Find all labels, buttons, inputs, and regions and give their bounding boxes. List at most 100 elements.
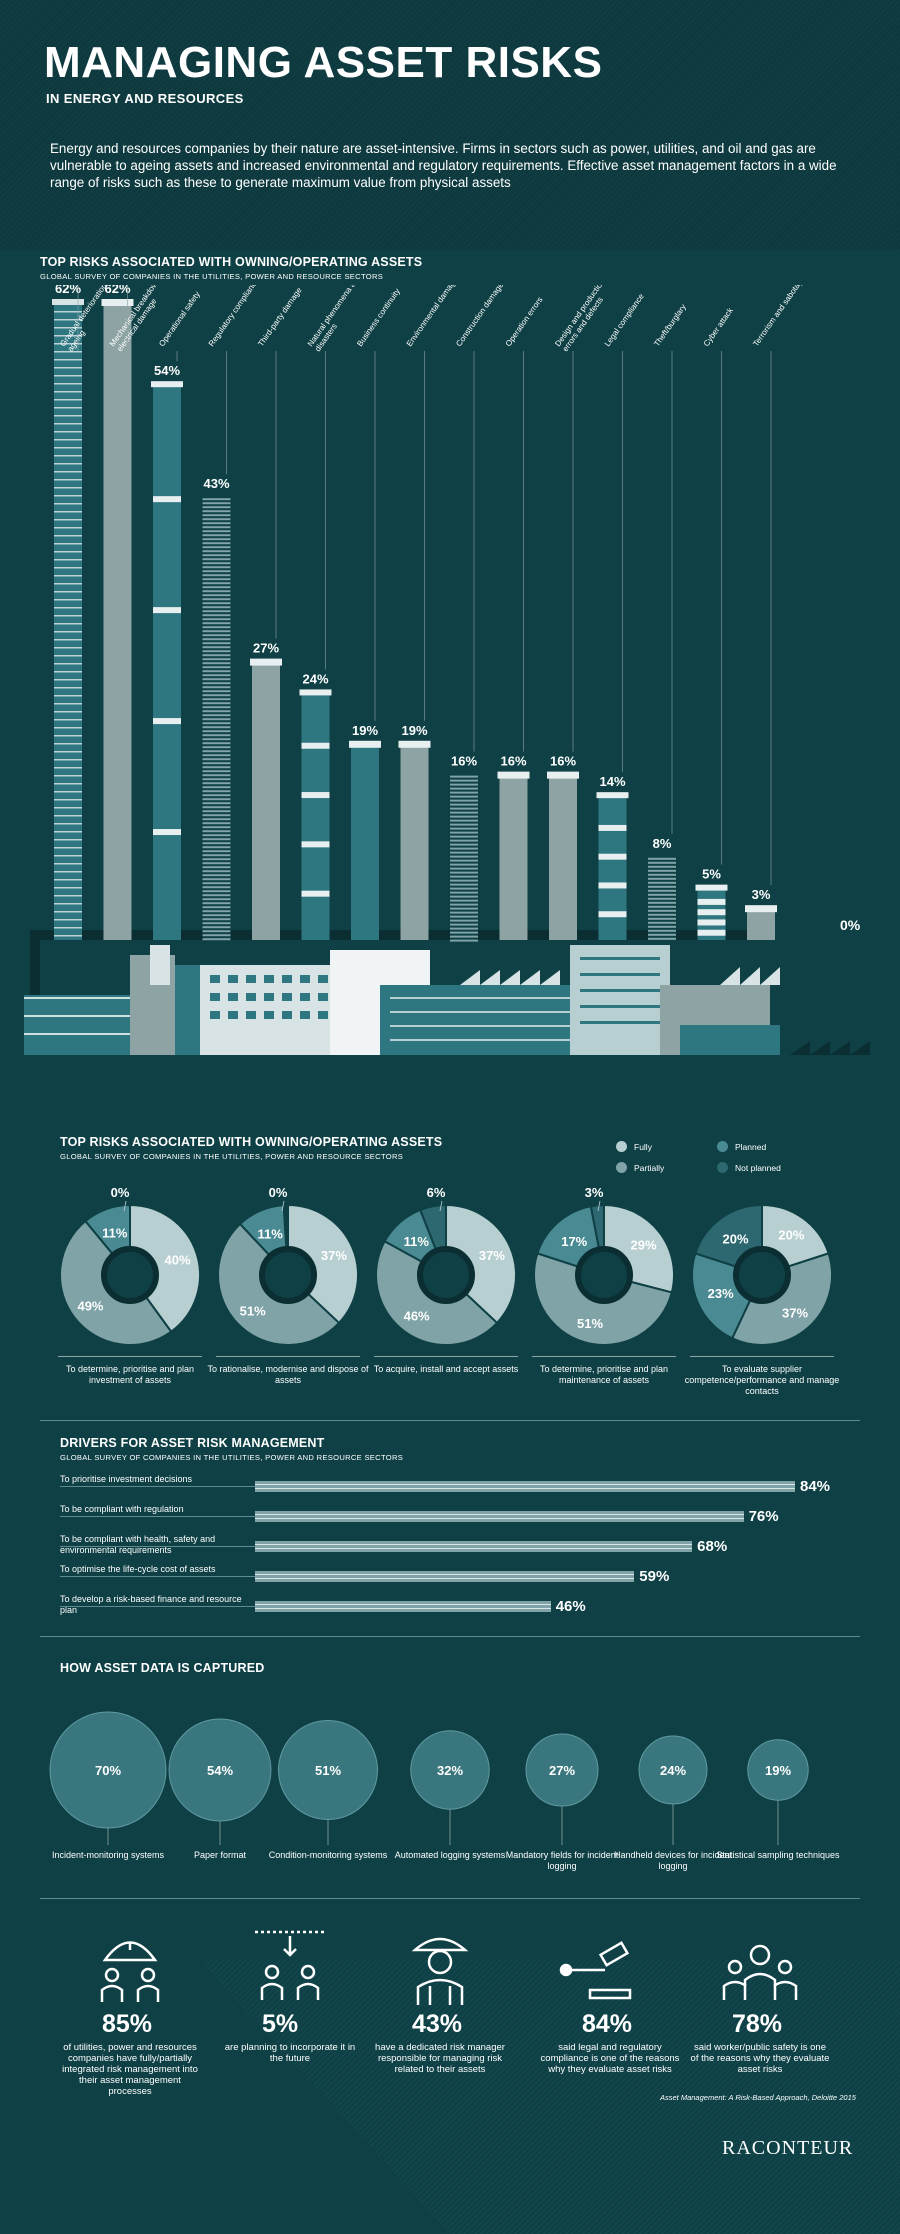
donut-slice-label: 20%	[723, 1232, 749, 1247]
stat-icons	[100, 1930, 798, 2005]
stat-value: 84%	[582, 2010, 633, 2038]
donut-caption-rule	[532, 1356, 676, 1357]
baseline-label: 0%	[840, 917, 861, 933]
chimney-value-label: 3%	[752, 887, 771, 902]
drivers-subtitle: GLOBAL SURVEY OF COMPANIES IN THE UTILIT…	[60, 1453, 404, 1462]
donut-chart: 40% 49% 11% 0%	[59, 1185, 201, 1346]
donut-slice-label: 37%	[321, 1248, 347, 1263]
chimney-bar	[299, 689, 332, 940]
chimney-chart: 62%Gradual deterioration/ageing62%Mechan…	[20, 285, 880, 1075]
donut-small-label: 0%	[269, 1185, 288, 1200]
stat-value: 5%	[262, 2010, 299, 2038]
stat-value: 78%	[732, 2010, 783, 2038]
bubble-caption: Condition-monitoring systems	[268, 1850, 388, 1860]
donut-chart: 20% 37% 23% 20%	[691, 1203, 833, 1346]
donut-slice-label: 40%	[165, 1253, 191, 1268]
chimney-value-label: 19%	[401, 723, 427, 738]
chimney-value-label: 27%	[253, 641, 279, 656]
chimney-value-label: 62%	[104, 285, 130, 296]
donut-slice	[129, 1203, 201, 1334]
donut-slice-label: 46%	[404, 1308, 430, 1323]
donut-slice	[730, 1252, 833, 1346]
chimney-category-label: Terrorism and sabotage	[751, 285, 807, 348]
chimney-chart-title: TOP RISKS ASSOCIATED WITH OWNING/OPERATI…	[40, 255, 423, 269]
chimney-bar	[202, 498, 231, 941]
donut-slice-label: 11%	[404, 1234, 430, 1249]
divider	[40, 1420, 860, 1421]
chimney-category-label: Construction damage	[454, 285, 505, 348]
driver-leader	[60, 1546, 255, 1547]
legend-swatch-partially	[616, 1162, 627, 1173]
bubble-caption: Mandatory fields for incident logging	[505, 1850, 619, 1871]
chimney-category-label: Regulatory compliance	[207, 285, 261, 348]
legend-partially: Partially	[634, 1163, 665, 1173]
source-note: Asset Management: A Risk-Based Approach,…	[660, 2093, 856, 2102]
hero-background	[0, 0, 900, 250]
bubble-caption: Paper format	[193, 1850, 247, 1860]
chimney-bar	[648, 857, 676, 940]
chimney-bar	[349, 740, 381, 940]
stat-text: are planning to incorporate it in the fu…	[224, 2042, 356, 2064]
donut-slice-label: 23%	[708, 1286, 734, 1301]
bubble-chart: 70% 54% 51% 32% 27% 24% 19%	[49, 1711, 809, 1845]
donut-slice	[287, 1203, 359, 1325]
stat-text: said worker/public safety is one of the …	[690, 2042, 830, 2075]
chimney-bar	[151, 381, 183, 940]
stat-text: have a dedicated risk manager responsibl…	[375, 2042, 505, 2075]
donut-hole	[733, 1246, 791, 1304]
donut-slice-label: 11%	[102, 1226, 128, 1241]
driver-label: To develop a risk-based finance and reso…	[60, 1594, 242, 1615]
industrial-skyline	[20, 930, 880, 1075]
chimney-chart-subtitle: GLOBAL SURVEY OF COMPANIES IN THE UTILIT…	[40, 272, 384, 281]
chimney-category-label: Theft/burglary	[652, 303, 688, 349]
bubble: 32%	[410, 1730, 490, 1845]
bubble: 51%	[277, 1719, 379, 1845]
donut-small-label: 0%	[111, 1185, 130, 1200]
stat-value: 43%	[412, 2010, 463, 2038]
driver-label: To be compliant with health, safety and …	[60, 1534, 216, 1555]
donut-slice-label: 51%	[240, 1303, 266, 1318]
donut-caption: To rationalise, modernise and dispose of…	[207, 1364, 369, 1385]
donut-charts: 40% 49% 11% 0% 37% 51% 11% 0% 37% 46% 11% 6% 29% 51% 1…	[59, 1185, 833, 1346]
chimney-value-label: 62%	[55, 285, 81, 296]
page-title: MANAGING ASSET RISKS	[44, 38, 603, 87]
driver-value: 84%	[800, 1478, 831, 1495]
donut-section-subtitle: GLOBAL SURVEY OF COMPANIES IN THE UTILIT…	[60, 1152, 404, 1161]
donut-chart: 37% 51% 11% 0%	[217, 1185, 359, 1346]
gavel-icon	[559, 1941, 632, 2000]
donut-hole	[575, 1246, 633, 1304]
donut-small-label: 3%	[585, 1185, 604, 1200]
chimney-bar	[596, 792, 629, 940]
donut-hole	[259, 1246, 317, 1304]
bubble: 70%	[49, 1711, 167, 1845]
donut-slice-label: 11%	[257, 1227, 283, 1242]
driver-bar	[255, 1571, 635, 1582]
page-subtitle: IN ENERGY AND RESOURCES	[46, 91, 244, 106]
chimney-bar	[398, 740, 431, 940]
chimney-value-label: 54%	[154, 363, 180, 378]
donut-slice-label: 20%	[778, 1228, 804, 1243]
donut-slice-label: 49%	[77, 1299, 103, 1314]
driver-bar	[255, 1511, 744, 1522]
chimney-value-label: 16%	[550, 754, 576, 769]
umbrella-people-icon	[100, 1941, 160, 2002]
driver-value: 46%	[555, 1598, 586, 1615]
donut-chart: 29% 51% 17% 3%	[533, 1185, 675, 1346]
driver-bar	[255, 1541, 693, 1552]
chimney-value-label: 5%	[702, 867, 721, 882]
donut-slice-label: 37%	[782, 1306, 808, 1321]
bubble-value: 32%	[437, 1763, 463, 1778]
raconteur-logo: RACONTEUR	[722, 2137, 854, 2159]
bubble-value: 54%	[207, 1763, 233, 1778]
donut-caption-rule	[374, 1356, 518, 1357]
donut-caption-rule	[690, 1356, 834, 1357]
donut-caption: To acquire, install and accept assets	[373, 1364, 519, 1374]
donut-slice	[445, 1203, 517, 1325]
chimney-category-label: Environmental damage	[405, 285, 460, 348]
chimney-value-label: 43%	[203, 476, 229, 491]
drivers-title: DRIVERS FOR ASSET RISK MANAGEMENT	[60, 1436, 325, 1450]
intro-text: Energy and resources companies by their …	[50, 141, 837, 190]
stat-text: said legal and regulatory compliance is …	[540, 2042, 680, 2075]
chimney-value-label: 14%	[599, 774, 625, 789]
chimney-value-label: 24%	[302, 671, 328, 686]
